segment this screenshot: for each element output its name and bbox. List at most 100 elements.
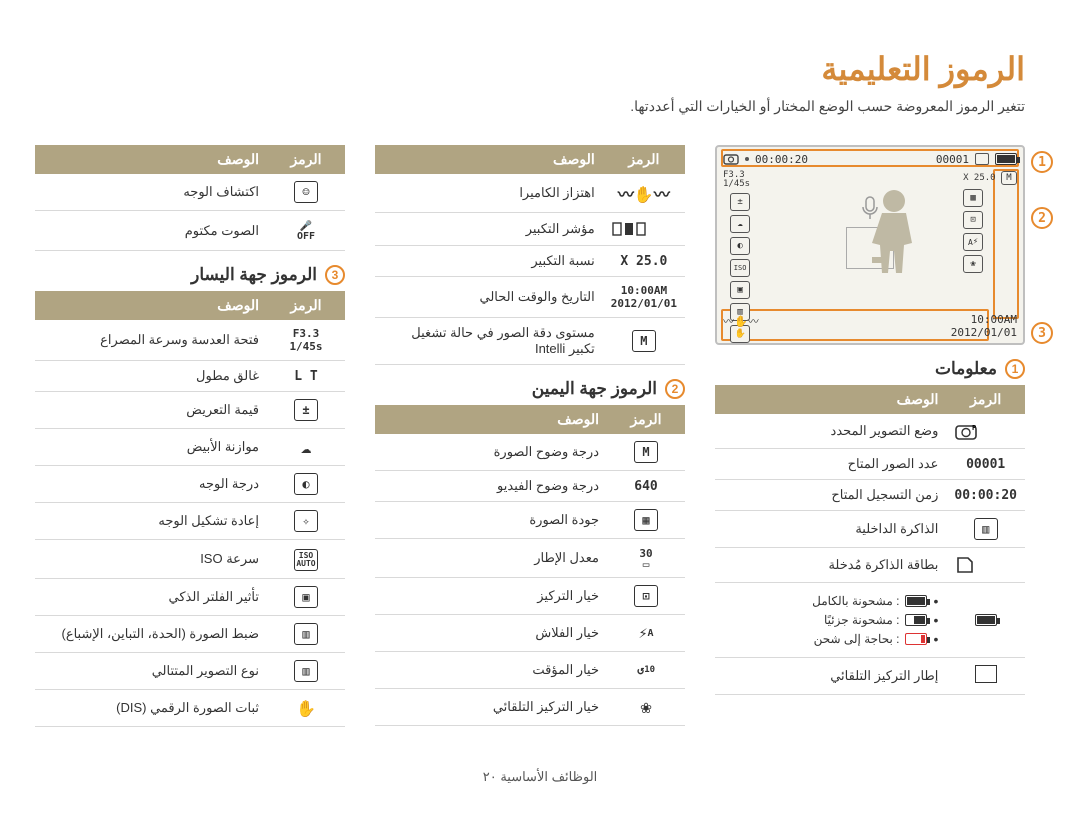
desc-cell: زمن التسجيل المتاح xyxy=(715,480,946,511)
table-row: 10:00AM2012/01/01التاريخ والوقت الحالي xyxy=(375,277,685,318)
table-row: L Tغالق مطول xyxy=(35,361,345,392)
desc-cell: وضع التصوير المحدد xyxy=(715,414,946,449)
table-row: 🎤OFFالصوت مكتوم xyxy=(35,211,345,251)
preview-rec-time: 00:00:20 xyxy=(755,153,808,166)
flash-icon: ⚡A xyxy=(963,233,983,251)
th-desc: الوصف xyxy=(35,291,267,320)
marker-2: 2 xyxy=(1031,207,1053,229)
table-row: : مشحونة بالكامل: مشحونة جزئيًا: بحاجة إ… xyxy=(715,583,1025,658)
symbol-cell: ✧ xyxy=(267,503,345,540)
symbol-cell xyxy=(603,213,685,246)
desc-cell: إعادة تشكيل الوجه xyxy=(35,503,267,540)
symbol-cell: L T xyxy=(267,361,345,392)
table-row: 00001عدد الصور المتاح xyxy=(715,449,1025,480)
table-row: ❀خيار التركيز التلقائي xyxy=(375,689,685,726)
desc-cell: التاريخ والوقت الحالي xyxy=(375,277,603,318)
mode-icon xyxy=(723,152,739,166)
symbol-cell: 00001 xyxy=(946,449,1025,480)
table-row: ✧إعادة تشكيل الوجه xyxy=(35,503,345,540)
desc-cell: خيار المؤقت xyxy=(375,652,607,689)
table-row: ⊡خيار التركيز xyxy=(375,578,685,615)
symbol-cell: 30▭ xyxy=(607,539,685,578)
preview-bottombar: 〰✋〰 10:00AM 2012/01/01 xyxy=(723,313,1017,339)
column-middle: الرمز الوصف 〰✋〰اهتزاز الكاميرامؤشر التكب… xyxy=(375,145,685,726)
symbol-cell xyxy=(946,548,1025,583)
symbol-cell: ☁ xyxy=(267,429,345,466)
desc-cell: جودة الصورة xyxy=(375,502,607,539)
table-row: ±قيمة التعريض xyxy=(35,392,345,429)
section-right-heading: 2 الرموز جهة اليمين xyxy=(375,379,685,399)
table-row: Pوضع التصوير المحدد xyxy=(715,414,1025,449)
symbol-cell: M xyxy=(607,434,685,471)
filter-icon: ▣ xyxy=(730,281,750,299)
left-icons-table: الرمز الوصف F3.31/45sفتحة العدسة وسرعة ا… xyxy=(35,291,345,727)
iso-icon: ISO xyxy=(730,259,750,277)
column-right: 1 2 3 00:00:20 00001 F3.31/45s ± ☁ ◐ ISO xyxy=(715,145,1025,695)
table-row: ▦جودة الصورة xyxy=(375,502,685,539)
desc-cell: ضبط الصورة (الحدة، التباين، الإشباع) xyxy=(35,616,267,653)
symbol-cell: ▣ xyxy=(267,579,345,616)
symbol-cell: ☺ xyxy=(267,174,345,211)
table-row: ☁موازنة الأبيض xyxy=(35,429,345,466)
page-title: الرموز التعليمية xyxy=(821,50,1025,88)
table-row: 30▭معدل الإطار xyxy=(375,539,685,578)
section-info-title: معلومات xyxy=(935,359,997,379)
preview-right-strip: X 25.0 M ▦ ⊡ ⚡A ❀ xyxy=(963,171,1017,273)
wb-icon: ☁ xyxy=(730,215,750,233)
section-left-number: 3 xyxy=(325,265,345,285)
symbol-cell: ❀ xyxy=(607,689,685,726)
th-symbol: الرمز xyxy=(607,405,685,434)
table-row: Mمستوى دقة الصور في حالة تشغيل تكبير Int… xyxy=(375,318,685,365)
symbol-cell: ↺10 xyxy=(607,652,685,689)
th-desc: الوصف xyxy=(35,145,267,174)
table-row: ✋ثبات الصورة الرقمي (DIS) xyxy=(35,690,345,727)
left-top-table: الرمز الوصف ☺اكتشاف الوجه🎤OFFالصوت مكتوم xyxy=(35,145,345,251)
desc-cell: غالق مطول xyxy=(35,361,267,392)
camera-preview: 1 2 3 00:00:20 00001 F3.31/45s ± ☁ ◐ ISO xyxy=(715,145,1025,345)
desc-cell: نوع التصوير المتتالي xyxy=(35,653,267,690)
desc-cell: فتحة العدسة وسرعة المصراع xyxy=(35,320,267,361)
symbol-cell: M xyxy=(603,318,685,365)
table-row: ISOAUTOسرعة ISO xyxy=(35,540,345,579)
symbol-cell: X 25.0 xyxy=(603,246,685,277)
symbol-cell: ◐ xyxy=(267,466,345,503)
section-info-number: 1 xyxy=(1005,359,1025,379)
table-row: F3.31/45sفتحة العدسة وسرعة المصراع xyxy=(35,320,345,361)
desc-cell: مستوى دقة الصور في حالة تشغيل تكبير Inte… xyxy=(375,318,603,365)
symbol-cell: ✋ xyxy=(267,690,345,727)
symbol-cell xyxy=(946,583,1025,658)
symbol-cell: ⚡A xyxy=(607,615,685,652)
section-left-heading: 3 الرموز جهة اليسار xyxy=(35,265,345,285)
table-row: بطاقة الذاكرة مُدخلة xyxy=(715,548,1025,583)
table-row: Mدرجة وضوح الصورة xyxy=(375,434,685,471)
desc-cell: درجة الوجه xyxy=(35,466,267,503)
desc-cell: الصوت مكتوم xyxy=(35,211,267,251)
table-row: ▣تأثير الفلتر الذكي xyxy=(35,579,345,616)
table-row: مؤشر التكبير xyxy=(375,213,685,246)
symbol-cell: ▥ xyxy=(946,511,1025,548)
desc-cell: درجة وضوح الفيديو xyxy=(375,471,607,502)
page-subtitle: تتغير الرموز المعروضة حسب الوضع المختار … xyxy=(630,98,1025,115)
desc-cell: اهتزاز الكاميرا xyxy=(375,174,603,213)
symbol-cell: P xyxy=(946,414,1025,449)
section-right-title: الرموز جهة اليمين xyxy=(532,379,657,399)
table-row: ▥الذاكرة الداخلية xyxy=(715,511,1025,548)
table-row: X 25.0نسبة التكبير xyxy=(375,246,685,277)
preview-topbar: 00:00:20 00001 xyxy=(723,151,1017,167)
desc-cell: موازنة الأبيض xyxy=(35,429,267,466)
column-left: الرمز الوصف ☺اكتشاف الوجه🎤OFFالصوت مكتوم… xyxy=(35,145,345,727)
marker-3: 3 xyxy=(1031,322,1053,344)
table-row: ▥ضبط الصورة (الحدة، التباين، الإشباع) xyxy=(35,616,345,653)
table-row: ▥نوع التصوير المتتالي xyxy=(35,653,345,690)
table-row: ⚡Aخيار الفلاش xyxy=(375,615,685,652)
symbol-cell: 🎤OFF xyxy=(267,211,345,251)
section-right-number: 2 xyxy=(665,379,685,399)
info-table: الرمز الوصف Pوضع التصوير المحدد00001عدد … xyxy=(715,385,1025,695)
th-desc: الوصف xyxy=(375,145,603,174)
table-row: 640درجة وضوح الفيديو xyxy=(375,471,685,502)
preview-counter: 00001 xyxy=(936,153,969,166)
table-row: إطار التركيز التلقائي xyxy=(715,658,1025,695)
th-symbol: الرمز xyxy=(603,145,685,174)
desc-cell: الذاكرة الداخلية xyxy=(715,511,946,548)
th-symbol: الرمز xyxy=(267,291,345,320)
